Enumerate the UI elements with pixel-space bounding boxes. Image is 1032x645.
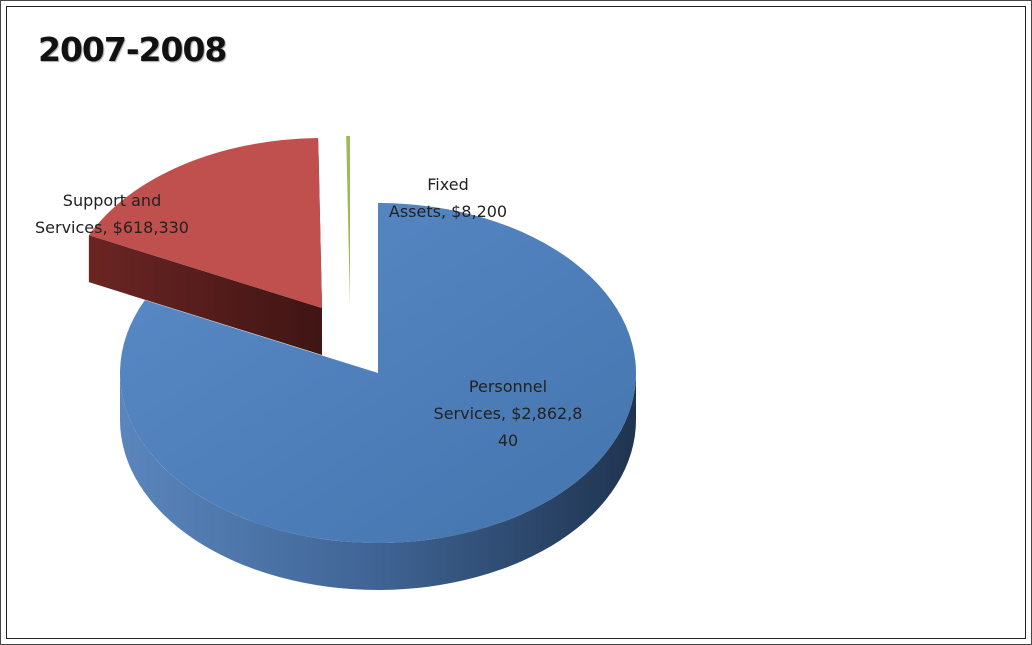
chart-title: 2007-2008 [38, 30, 227, 69]
pie-slice-top [119, 203, 636, 543]
data-label: Personnel Services, $2,862,8 40 [434, 377, 583, 450]
pie-slice-personnel-services [119, 203, 636, 590]
pie-slice-top [88, 138, 323, 308]
data-label: Support and Services, $618,330 [35, 191, 189, 237]
pie-slice-wall [88, 235, 323, 355]
chart-inner-border [6, 6, 1026, 639]
pie-slice-top [346, 136, 350, 306]
pie-slice-side [120, 373, 636, 590]
pie-slice-fixed-assets [346, 136, 350, 306]
pie-slice-support-and-services [88, 138, 323, 355]
data-label: Fixed Assets, $8,200 [389, 175, 507, 221]
